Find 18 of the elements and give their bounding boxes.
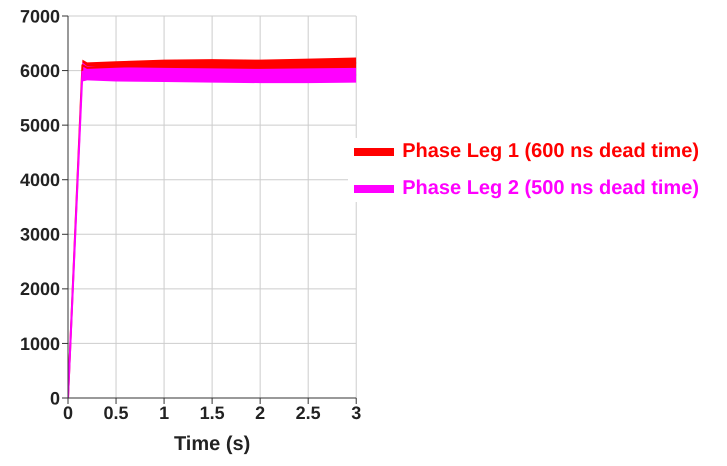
legend-label: Phase Leg 2 (500 ns dead time) xyxy=(402,177,699,200)
x-tick-label: 2.5 xyxy=(296,402,321,423)
y-tick-label: 1000 xyxy=(20,334,60,354)
x-tick-label: 1.5 xyxy=(200,402,225,423)
y-tick-label: 3000 xyxy=(20,224,60,245)
y-tick-label: 5000 xyxy=(20,116,60,136)
legend-label: Phase Leg 1 (600 ns dead time) xyxy=(402,140,699,163)
x-tick-label: 3 xyxy=(351,402,362,423)
y-tick-label: 2000 xyxy=(20,279,60,300)
y-tick-label: 4000 xyxy=(20,170,60,190)
y-tick-label: 6000 xyxy=(20,60,60,81)
y-tick-label: 7000 xyxy=(20,6,60,26)
y-tick-label: 0 xyxy=(50,388,60,408)
x-tick-label: 0 xyxy=(62,402,74,423)
x-tick-label: 1 xyxy=(159,402,170,423)
x-tick-label: 2 xyxy=(255,402,266,423)
x-tick-label: 0.5 xyxy=(104,402,129,423)
x-axis-title: Time (s) xyxy=(174,433,250,455)
